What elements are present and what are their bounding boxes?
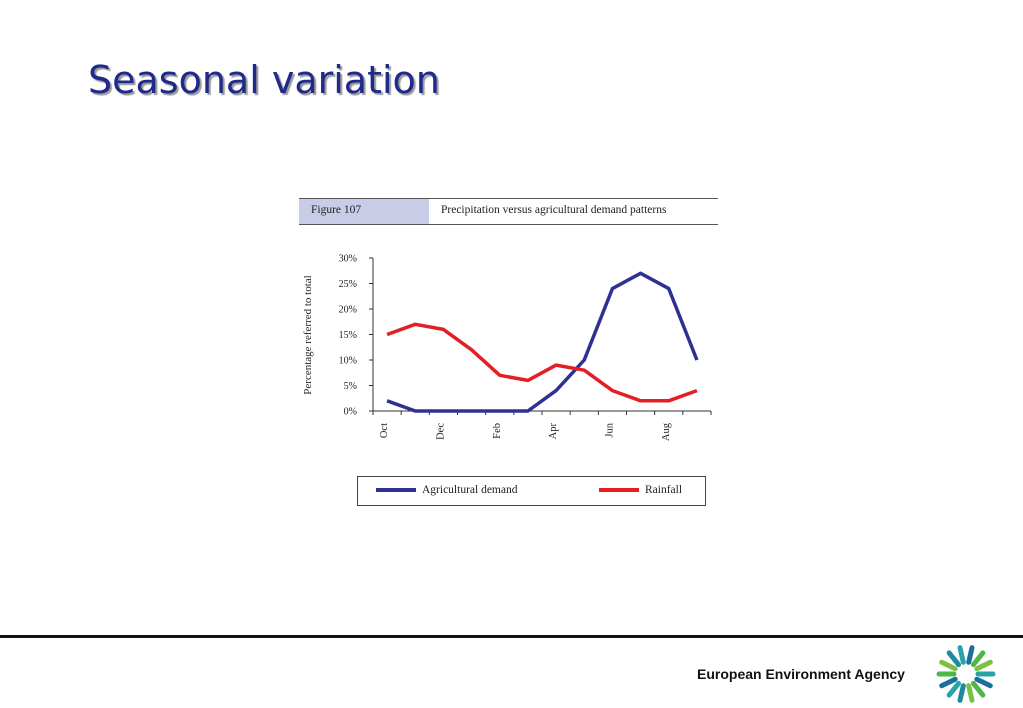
y-tick-label: 20%: [339, 305, 357, 316]
y-tick-label: 25%: [339, 279, 357, 290]
eea-flower-logo-icon: [936, 645, 996, 703]
figure-caption: Precipitation versus agricultural demand…: [441, 204, 667, 216]
x-tick-label: Aug: [661, 422, 672, 441]
legend-item-rainfall: Rainfall: [599, 484, 682, 496]
figure-header: Figure 107 Precipitation versus agricult…: [299, 198, 718, 225]
chart-axes: [372, 258, 711, 412]
series-line-rainfall: [386, 322, 698, 403]
legend-label-demand: Agricultural demand: [422, 484, 518, 496]
legend-swatch-rainfall: [599, 488, 639, 492]
legend-label-rainfall: Rainfall: [645, 484, 683, 496]
y-tick-label: 15%: [339, 330, 357, 341]
x-tick-label: Jun: [604, 422, 615, 437]
slide-title: Seasonal variation: [88, 58, 440, 102]
chart-legend: Agricultural demand Rainfall: [357, 476, 706, 506]
legend-swatch-demand: [376, 488, 416, 492]
x-tick-label: Apr: [548, 423, 559, 440]
legend-item-demand: Agricultural demand: [376, 484, 517, 496]
x-tick-label: Feb: [492, 423, 503, 439]
y-tick-label: 0%: [344, 407, 357, 418]
footer-divider: [0, 635, 1023, 638]
y-tick-label: 10%: [339, 356, 357, 367]
y-axis-label: Percentage referred to total: [302, 275, 314, 394]
x-tick-label: Dec: [435, 423, 446, 440]
series-line-agricultural-demand: [386, 271, 699, 413]
x-tick-label: Oct: [379, 423, 390, 438]
chart-series: [386, 271, 699, 413]
figure-number: Figure 107: [299, 199, 429, 224]
y-tick-label: 5%: [344, 381, 357, 392]
chart-ticks: 0% 5% 10% 15% 20% 25% 30% Oct Dec Feb Apr Jun Aug: [339, 254, 712, 441]
agency-name: European Environment Agency: [697, 666, 905, 682]
y-tick-label: 30%: [339, 254, 357, 265]
